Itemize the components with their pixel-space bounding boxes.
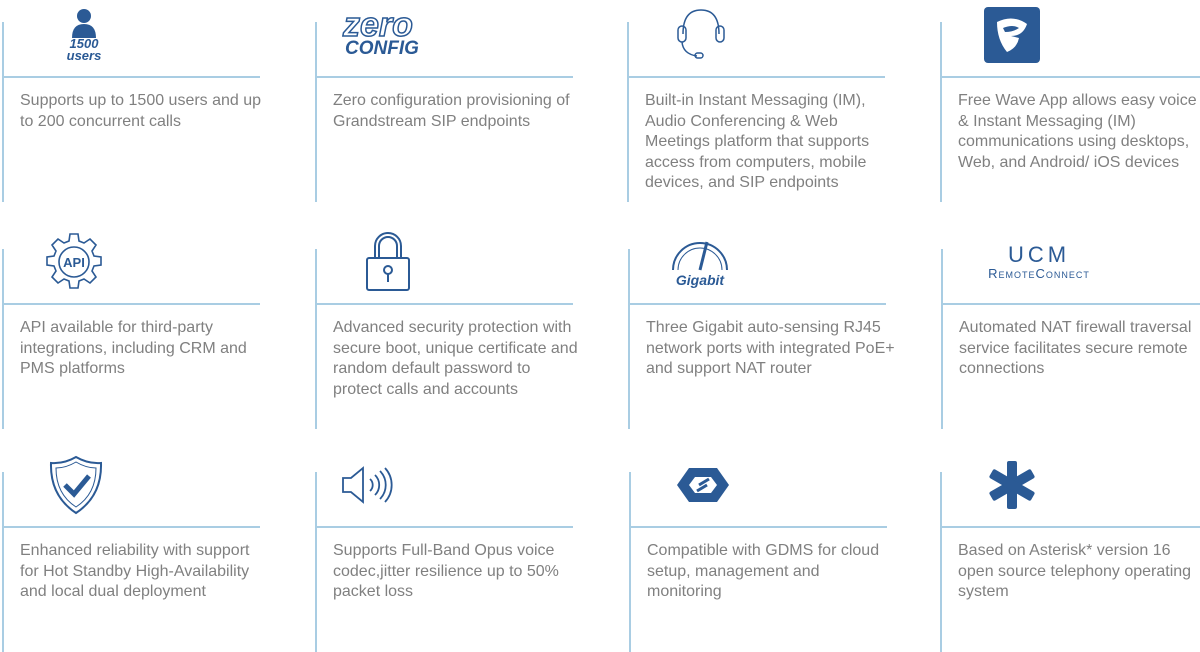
api-gear-icon: API — [34, 227, 114, 297]
wave-app-icon — [972, 0, 1052, 70]
divider — [940, 526, 1200, 528]
divider — [2, 526, 260, 528]
feature-text: Advanced security protection with secure… — [333, 319, 578, 398]
feature-text: Three Gigabit auto-sensing RJ45 network … — [646, 319, 895, 378]
divider — [2, 22, 4, 202]
feature-text: Enhanced reliability with support for Ho… — [20, 542, 250, 601]
divider — [627, 76, 885, 78]
asterisk-icon — [972, 450, 1052, 520]
svg-text:API: API — [63, 255, 85, 270]
feature-text: Supports Full-Band Opus voice codec,jitt… — [333, 542, 559, 601]
divider — [2, 303, 260, 305]
divider — [315, 526, 573, 528]
gdms-icon — [663, 450, 743, 520]
divider — [315, 76, 573, 78]
headset-icon — [661, 0, 741, 70]
divider — [940, 76, 1200, 78]
divider — [629, 526, 887, 528]
feature-text: Based on Asterisk* version 16 open sourc… — [958, 542, 1192, 601]
feature-text: Built-in Instant Messaging (IM), Audio C… — [645, 92, 870, 192]
feature-text: API available for third-party integratio… — [20, 319, 247, 378]
divider — [315, 249, 317, 429]
divider — [628, 249, 630, 429]
divider — [940, 22, 942, 202]
divider — [2, 472, 4, 652]
feature-text: Automated NAT firewall traversal service… — [959, 319, 1192, 378]
divider — [628, 303, 886, 305]
feature-text: Compatible with GDMS for cloud setup, ma… — [647, 542, 880, 601]
divider — [941, 249, 943, 429]
lock-icon — [348, 227, 428, 297]
divider — [315, 303, 573, 305]
divider — [2, 249, 4, 429]
divider — [2, 76, 260, 78]
feature-text: Free Wave App allows easy voice & Instan… — [958, 92, 1197, 171]
feature-text: Zero configuration provisioning of Grand… — [333, 92, 570, 130]
divider — [941, 303, 1200, 305]
shield-check-icon — [36, 450, 116, 520]
user-icon: 1500 users — [44, 0, 124, 70]
divider — [940, 472, 942, 652]
divider — [315, 22, 317, 202]
zero-config-logo: zero CONFIG — [342, 6, 419, 59]
divider — [629, 472, 631, 652]
divider — [627, 22, 629, 202]
divider — [315, 472, 317, 652]
gigabit-gauge-icon: Gigabit — [660, 227, 740, 297]
ucm-remoteconnect-logo: UCM RemoteConnect — [988, 241, 1090, 281]
speaker-icon — [327, 450, 407, 520]
feature-text: Supports up to 1500 users and up to 200 … — [20, 92, 262, 130]
